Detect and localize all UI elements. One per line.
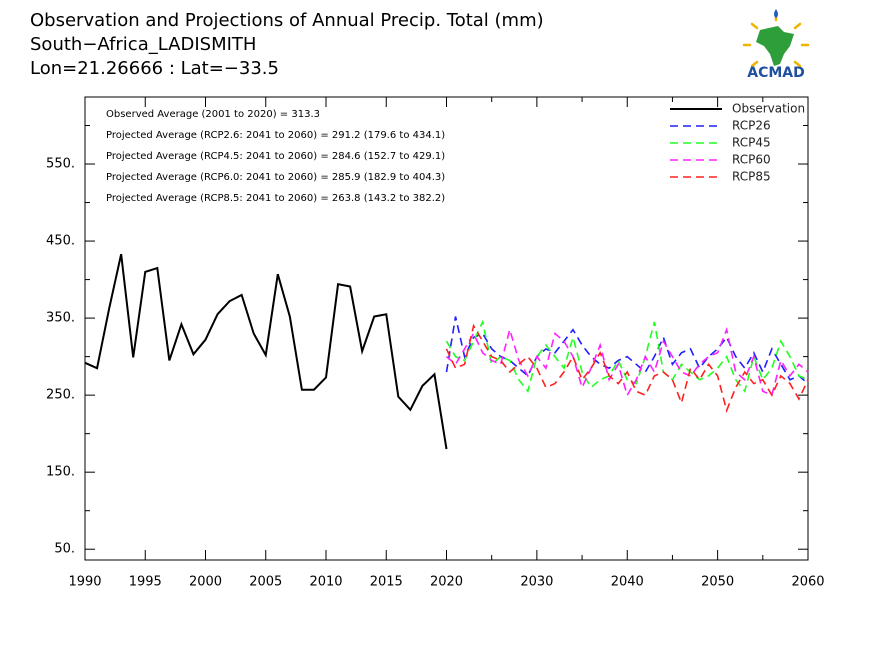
chart-subtitle: South−Africa_LADISMITH: [30, 34, 256, 55]
series-line: [445, 323, 809, 414]
logo-text: ACMAD: [747, 65, 805, 81]
annotation: Projected Average (RCP2.6: 2041 to 2060)…: [106, 130, 445, 141]
x-tick-label: 2000: [189, 575, 222, 590]
y-tick-label: 450.: [46, 234, 75, 249]
y-tick-label: 50.: [54, 542, 75, 557]
x-tick-label: 1995: [129, 575, 162, 590]
chart-subtitle: Lon=21.26666 : Lat=−33.5: [30, 58, 279, 79]
legend-label: RCP45: [732, 136, 771, 150]
x-tick-label: 2040: [611, 575, 644, 590]
logo: ACMAD: [742, 9, 810, 81]
series-line: [445, 316, 809, 385]
y-tick-label: 250.: [46, 388, 75, 403]
legend-label: RCP60: [732, 153, 771, 167]
annotation: Projected Average (RCP4.5: 2041 to 2060)…: [106, 151, 445, 162]
legend-label: Observation: [732, 102, 805, 116]
y-tick-label: 350.: [46, 311, 75, 326]
y-tick-label: 550.: [46, 157, 75, 172]
x-tick-label: 2060: [791, 575, 824, 590]
legend-label: RCP26: [732, 119, 771, 133]
x-tick-label: 2030: [520, 575, 553, 590]
series-line: [84, 253, 448, 450]
series-line: [445, 326, 809, 398]
x-tick-label: 1990: [68, 575, 101, 590]
annotation: Projected Average (RCP8.5: 2041 to 2060)…: [106, 193, 445, 204]
annotation: Projected Average (RCP6.0: 2041 to 2060)…: [106, 172, 445, 183]
x-tick-label: 2020: [430, 575, 463, 590]
plot-frame: [84, 96, 809, 561]
x-tick-label: 2005: [249, 575, 282, 590]
x-tick-label: 2015: [370, 575, 403, 590]
y-tick-label: 150.: [46, 465, 75, 480]
annotation: Observed Average (2001 to 2020) = 313.3: [106, 109, 320, 120]
series-line: [445, 319, 809, 394]
x-tick-label: 2010: [309, 575, 342, 590]
chart-title: Observation and Projections of Annual Pr…: [30, 10, 544, 31]
legend-label: RCP85: [732, 170, 771, 184]
x-tick-label: 2050: [701, 575, 734, 590]
